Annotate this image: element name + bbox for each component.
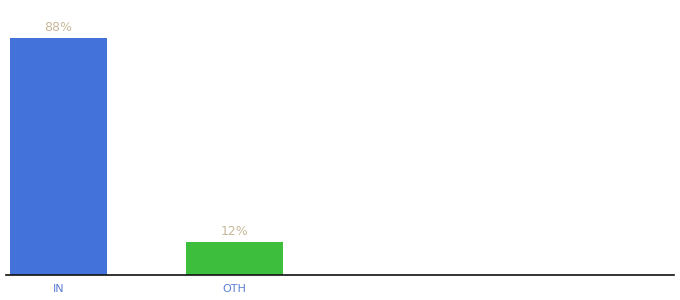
Bar (10, 38, 107, 275)
Bar (186, 242, 283, 275)
Text: 12%: 12% (220, 225, 248, 239)
Text: 88%: 88% (44, 21, 72, 34)
